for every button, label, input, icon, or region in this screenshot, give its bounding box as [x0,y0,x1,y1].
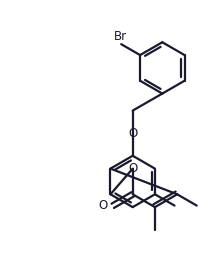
Text: O: O [128,127,137,140]
Text: O: O [128,162,137,175]
Text: O: O [99,199,108,212]
Text: Br: Br [114,30,127,43]
